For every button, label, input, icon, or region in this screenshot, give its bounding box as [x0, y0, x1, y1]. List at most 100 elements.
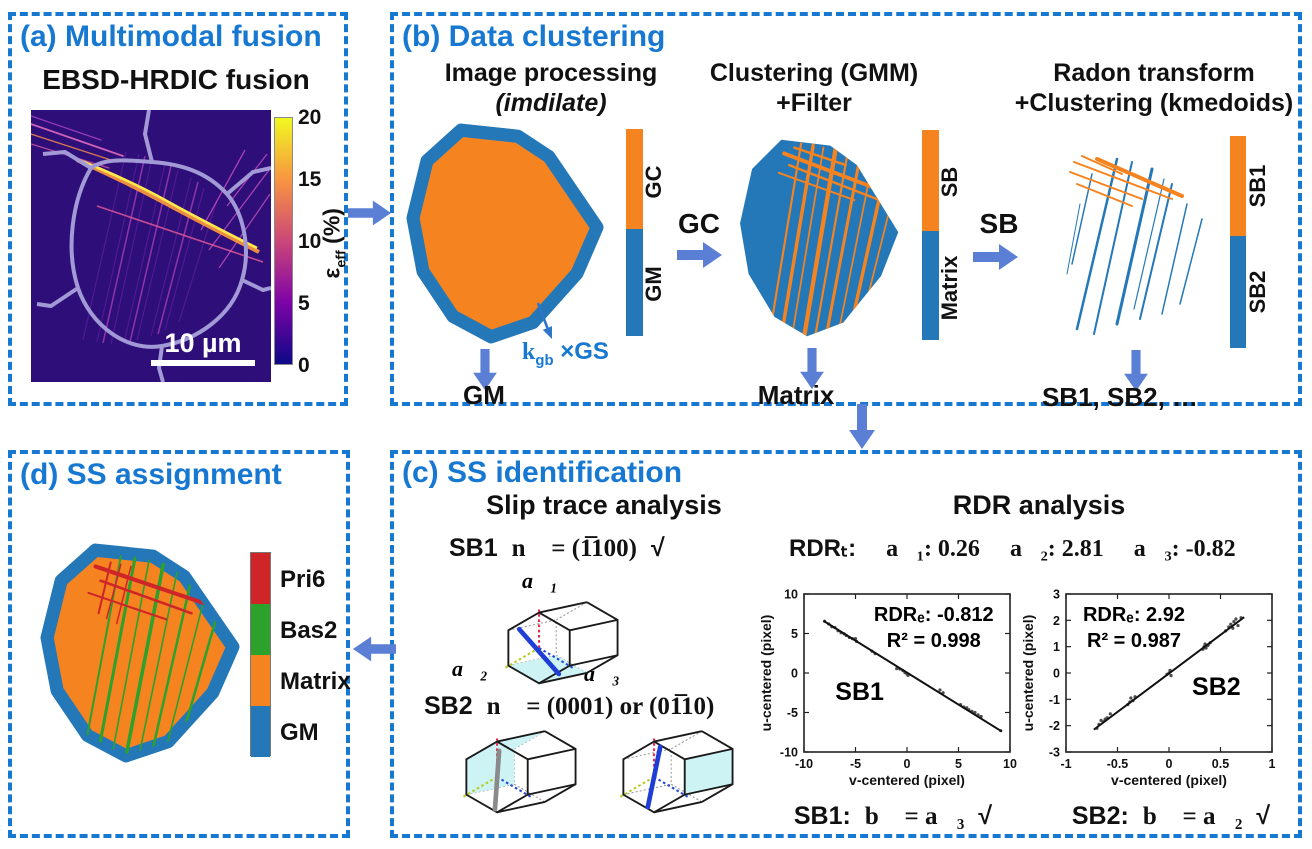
svg-text:v-centered (pixel): v-centered (pixel) [849, 772, 965, 788]
sb2-plane-formula: n⃗ = (0001) or (01̅10) [486, 693, 715, 720]
svg-text:0.5: 0.5 [1212, 757, 1229, 771]
down-arrow-icon [1124, 350, 1148, 392]
svg-text:10: 10 [1003, 757, 1017, 771]
svg-text:3: 3 [1053, 588, 1060, 602]
panel-multimodal-fusion: (a) Multimodal fusion EBSD-HRDIC fusion [8, 12, 350, 406]
grain-ss-assignment-image [40, 543, 240, 763]
sb1-plane-formula: n⃗ = (1̅100) [511, 535, 638, 562]
svg-text:1: 1 [1053, 640, 1060, 654]
sb1-colorbar-label: SB1 [1245, 164, 1270, 208]
kgb-k: k [522, 339, 536, 365]
gc-gm-colorbar [626, 129, 643, 336]
strain-tick-10: 10 [298, 230, 322, 253]
sb-arrow-label: SB [979, 208, 1019, 239]
sb1-normal-formula: SB1 n⃗ = (1̅100) √ [449, 534, 665, 563]
arrow-c-to-d [352, 636, 396, 662]
panel-ss-identification: (c) SS identification Slip trace analysi… [390, 450, 1302, 838]
matrix-colorbar-label: Matrix [937, 255, 962, 321]
grain-gmm-image [740, 139, 899, 337]
a1-axis-label: a⃗₁ [522, 568, 558, 593]
panel-ss-assignment: (d) SS assignment [8, 450, 351, 838]
step2-heading-line1: Clustering (GMM) [709, 59, 919, 87]
sb-matrix-colorbar [922, 130, 939, 340]
panel-data-clustering: (b) Data clustering Image processing (im… [390, 12, 1302, 412]
grain-imdilate-image [406, 123, 604, 344]
svg-text:v-centered (pixel): v-centered (pixel) [1111, 772, 1227, 788]
svg-text:10: 10 [784, 588, 798, 602]
svg-text:-1: -1 [1049, 693, 1060, 707]
sb-colorbar-label: SB [937, 166, 962, 198]
sb2-conclusion-label: SB2: [1071, 802, 1129, 830]
svg-text:1: 1 [1269, 757, 1276, 771]
sb1-label: SB1 [449, 534, 498, 562]
hcp-prism-sb2-prismatic [618, 730, 734, 814]
legend-label-gm: GM [280, 719, 319, 746]
sb2-normal-formula: SB2 n⃗ = (0001) or (01̅10) [424, 692, 714, 721]
sb-list-output-label: SB1, SB2, … [1041, 382, 1199, 412]
svg-text:0: 0 [1166, 757, 1173, 771]
scale-bar [151, 360, 255, 366]
svg-text:-2: -2 [1049, 719, 1060, 733]
gm-output-label: GM [463, 380, 505, 410]
svg-text:RDRₑ: -0.812: RDRₑ: -0.812 [874, 604, 994, 626]
strain-colorbar [274, 117, 293, 365]
svg-text:2: 2 [1053, 614, 1060, 628]
epsilon-unit: (%) [318, 208, 345, 251]
matrix-segment [251, 655, 270, 706]
sb2-label: SB2 [424, 692, 473, 720]
panel-b-title: (b) Data clustering [402, 20, 666, 53]
scale-bar-label: 10 µm [164, 328, 241, 358]
svg-text:R² = 0.998: R² = 0.998 [887, 630, 981, 652]
gm-segment [251, 706, 270, 757]
down-arrow-icon [473, 349, 497, 391]
pri6-segment [251, 553, 270, 604]
strain-tick-15: 15 [298, 168, 322, 191]
sb2-colorbar-label: SB2 [1245, 270, 1270, 314]
arrow-b-to-c [849, 404, 875, 449]
step3-heading-line2: +Clustering (kmedoids) [1014, 89, 1294, 117]
gm-colorbar-segment [626, 229, 643, 336]
svg-text:u-centered (pixel): u-centered (pixel) [1020, 615, 1036, 732]
gc-arrow-label: GC [678, 208, 720, 239]
check-mark: √ [1256, 802, 1271, 830]
legend-label-bas2: Bas2 [280, 617, 338, 644]
panel-c-title: (c) SS identification [402, 456, 683, 489]
sb2-colorbar-segment [1230, 236, 1246, 348]
svg-text:-1: -1 [1060, 757, 1071, 771]
a2-axis-label: a⃗₂ [452, 656, 488, 681]
kgb-sub: gb [535, 352, 554, 369]
rdr-heading: RDR analysis [952, 490, 1126, 520]
legend-label-pri6: Pri6 [280, 566, 326, 593]
step3-heading-line1: Radon transform [1053, 59, 1255, 87]
svg-text:0: 0 [791, 667, 798, 681]
panel-a-subtitle: EBSD-HRDIC fusion [42, 64, 310, 95]
strain-colorbar-label: εeff (%) [319, 173, 350, 313]
sb-colorbar-segment [922, 130, 939, 231]
kgb-rest: ×GS [553, 338, 609, 365]
right-arrow-icon [677, 242, 722, 268]
gm-colorbar-label: GM [641, 266, 666, 302]
svg-text:-10: -10 [795, 757, 813, 771]
arrow-a-to-b [348, 200, 392, 226]
check-mark: √ [651, 534, 665, 562]
svg-text:-10: -10 [780, 746, 798, 760]
step2-heading-line2: +Filter [776, 89, 852, 117]
slip-trace-heading: Slip trace analysis [486, 490, 722, 520]
svg-text:5: 5 [955, 757, 962, 771]
svg-text:SB1: SB1 [835, 678, 884, 706]
svg-text:-0.5: -0.5 [1107, 757, 1129, 771]
kgb-annotation-arrow [536, 302, 552, 339]
down-arrow-icon [800, 348, 824, 390]
legend-label-matrix: Matrix [280, 668, 351, 695]
strain-tick-5: 5 [298, 292, 310, 315]
scatter-plot-sb2: -1 -0.5 0 0.5 1 -3 -2 -1 0 1 2 3 v-centered (pixel) u… [1020, 588, 1276, 789]
epsilon-subscript: eff [333, 250, 350, 268]
sb1-conclusion-label: SB1: [793, 802, 851, 830]
panel-a-title: (a) Multimodal fusion [20, 20, 322, 53]
sb1-sb2-colorbar [1230, 136, 1246, 348]
svg-text:RDRₑ: 2.92: RDRₑ: 2.92 [1083, 604, 1185, 626]
rdrt-label: RDRₜ: [789, 535, 857, 562]
bas2-segment [251, 604, 270, 655]
epsilon-symbol: ε [318, 267, 345, 279]
